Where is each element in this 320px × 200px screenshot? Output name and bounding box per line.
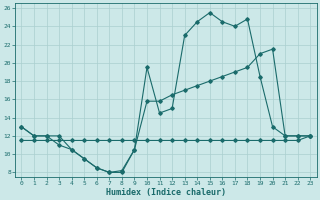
X-axis label: Humidex (Indice chaleur): Humidex (Indice chaleur)	[106, 188, 226, 197]
